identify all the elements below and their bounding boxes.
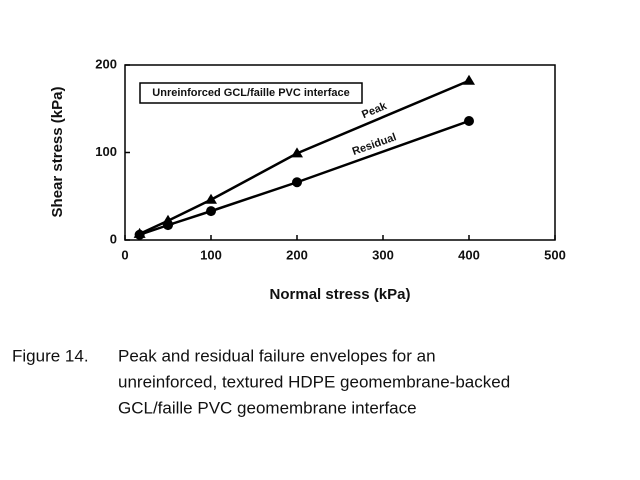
point [463, 74, 475, 85]
series-line [139, 119, 470, 236]
caption-line: GCL/faille PVC geomembrane interface [118, 398, 417, 417]
x-tick-label: 300 [372, 247, 394, 262]
x-tick-label: 100 [200, 247, 222, 262]
x-tick-label: 400 [458, 247, 480, 262]
x-tick-label: 200 [286, 247, 308, 262]
y-axis-label: Shear stress (kPa) [49, 87, 66, 218]
point [163, 220, 173, 231]
caption-line: Peak and residual failure envelopes for … [118, 346, 436, 365]
series-label: Peak [360, 100, 389, 121]
point [134, 229, 145, 240]
annotation-box [139, 82, 363, 104]
caption-line: unreinforced, textured HDPE geomembrane-… [118, 372, 510, 391]
x-tick-label: 0 [121, 247, 128, 262]
y-tick-label: 200 [95, 56, 117, 71]
x-axis-label: Normal stress (kPa) [270, 286, 411, 303]
y-tick-label: 100 [95, 144, 117, 159]
point [292, 177, 302, 188]
caption-label: Figure 14. [12, 346, 89, 365]
point [291, 147, 303, 158]
point [206, 206, 216, 217]
y-tick-label: 0 [110, 231, 117, 246]
annotation: Unreinforced GCL/faille PVC interface [152, 87, 349, 99]
point [464, 116, 474, 126]
point [205, 193, 217, 204]
x-tick-label: 500 [544, 247, 566, 262]
